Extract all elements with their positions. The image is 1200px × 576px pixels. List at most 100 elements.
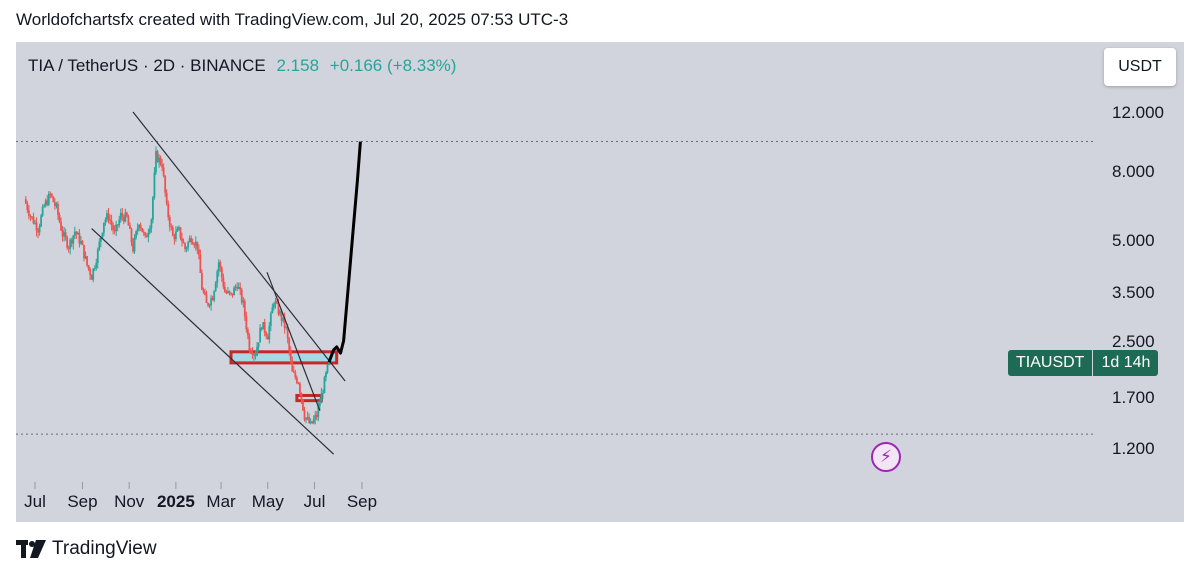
candle-body — [95, 263, 98, 269]
candle-body — [87, 265, 90, 269]
currency-button[interactable]: USDT — [1104, 48, 1176, 86]
candle-body — [57, 203, 59, 215]
candle-body — [214, 282, 217, 292]
x-tick-label: Mar — [206, 492, 236, 511]
candle-body — [124, 212, 127, 222]
y-tick-label: 1.200 — [1112, 439, 1155, 458]
candle-body — [50, 193, 53, 197]
candle-body — [34, 222, 36, 224]
candle-body — [263, 322, 266, 333]
y-tick-label: 3.500 — [1112, 283, 1155, 302]
candle-body — [135, 231, 137, 238]
candle-body — [286, 327, 289, 339]
candle-body — [32, 216, 35, 224]
supply-demand-zone — [295, 393, 323, 403]
chart-panel[interactable]: 12.000 8.000 5.000 3.500 2.500 1.700 1.200 Jul S… — [16, 42, 1184, 522]
candle-body — [217, 262, 220, 272]
candle-body — [121, 213, 124, 217]
x-tick-label: Nov — [114, 492, 145, 511]
candle-body — [81, 241, 84, 245]
candle-body — [112, 225, 115, 231]
candle-body — [233, 287, 235, 296]
candle-body — [60, 221, 62, 231]
candle-body — [285, 327, 288, 329]
candle-body — [312, 419, 315, 424]
candle-body — [116, 224, 119, 226]
candle-body — [325, 372, 327, 378]
candle-body — [158, 157, 160, 163]
candle-body — [29, 215, 32, 217]
candle-body — [216, 271, 219, 283]
chart-caption: Worldofchartsfx created with TradingView… — [16, 10, 569, 29]
candle-body — [196, 241, 199, 250]
candle-body — [276, 301, 278, 303]
candle-body — [162, 167, 165, 176]
candle-body — [73, 231, 76, 236]
candle-body — [171, 227, 174, 236]
candle-body — [136, 228, 139, 232]
candle-body — [164, 175, 167, 193]
candle-body — [326, 364, 329, 373]
candle-body — [289, 350, 292, 360]
x-tick-label: Sep — [347, 492, 377, 511]
candle-body — [109, 219, 111, 221]
candle-body — [66, 237, 69, 248]
candle-body — [153, 172, 156, 198]
candle-body — [277, 302, 280, 315]
candle-body — [228, 291, 231, 293]
candle-body — [320, 393, 323, 404]
x-tick-label: Jul — [24, 492, 46, 511]
candle-body — [55, 203, 58, 206]
candle-body — [266, 336, 269, 340]
candle-body — [170, 226, 173, 228]
candle-body — [262, 322, 265, 330]
candle-body — [184, 243, 186, 250]
candle-body — [248, 335, 251, 352]
candle-body — [130, 228, 133, 243]
candle-body — [302, 399, 304, 411]
candle-body — [213, 291, 216, 301]
tradingview-brand: TradingView — [16, 538, 157, 560]
candle-body — [199, 254, 202, 273]
candle-body — [295, 377, 298, 383]
candle-body — [205, 294, 208, 304]
candle-body — [152, 197, 154, 220]
candle-body — [106, 213, 108, 220]
candle-body — [234, 286, 237, 288]
candle-body — [101, 232, 104, 238]
candle-body — [90, 275, 93, 280]
y-tick-label: 1.700 — [1112, 388, 1155, 407]
candle-body — [269, 313, 272, 326]
candle-body — [118, 219, 121, 226]
candle-body — [63, 232, 65, 237]
candle-body — [225, 292, 228, 294]
candle-body — [220, 267, 223, 278]
candle-body — [210, 297, 213, 306]
candle-body — [311, 421, 314, 424]
candle-body — [49, 193, 52, 195]
candle-body — [47, 193, 50, 205]
lightning-icon[interactable]: ⚡ — [871, 442, 901, 472]
tradingview-logo-icon — [16, 540, 46, 558]
candle-body — [280, 311, 283, 321]
projection-path — [327, 141, 362, 363]
candle-body — [185, 247, 188, 250]
candle-body — [46, 200, 49, 205]
candle-body — [37, 230, 39, 233]
x-tick-label: May — [252, 492, 285, 511]
candle-body — [308, 417, 311, 423]
candle-body — [299, 383, 301, 394]
candle-body — [104, 219, 107, 223]
candle-body — [122, 216, 125, 222]
candle-body — [93, 268, 96, 270]
candle-body — [237, 286, 240, 289]
candle-body — [115, 224, 118, 232]
candle-body — [159, 157, 162, 165]
candle-body — [156, 151, 159, 163]
candle-body — [99, 237, 102, 242]
candle-body — [144, 232, 147, 236]
candle-body — [279, 311, 281, 315]
candle-body — [84, 256, 87, 259]
candle-body — [35, 222, 38, 231]
price-chart[interactable]: 12.000 8.000 5.000 3.500 2.500 1.700 1.200 Jul S… — [16, 42, 1184, 522]
